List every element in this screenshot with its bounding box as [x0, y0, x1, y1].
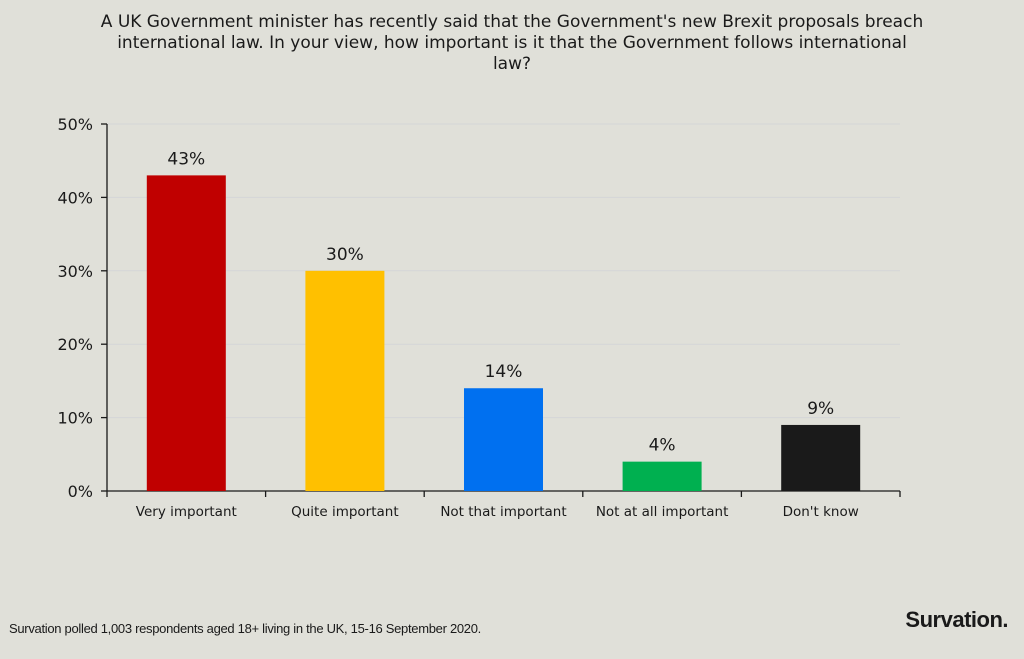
y-tick-label: 40%	[57, 188, 93, 207]
data-label: 4%	[649, 436, 676, 456]
y-tick-label: 20%	[57, 335, 93, 354]
footnote: Survation polled 1,003 respondents aged …	[9, 621, 481, 636]
bar-chart: 0% 10% 20% 30% 40% 50% 43% Very important 30% Qui…	[57, 115, 901, 520]
data-label: 43%	[167, 149, 205, 169]
bar	[305, 270, 385, 491]
data-label: 30%	[326, 245, 364, 265]
x-tick-label: Quite important	[291, 504, 399, 520]
x-tick-label: Very important	[136, 504, 237, 520]
survation-logo: Survation.	[905, 607, 1008, 632]
bar	[622, 461, 702, 491]
data-label: 9%	[807, 399, 834, 419]
bar	[781, 424, 861, 491]
bar	[146, 175, 226, 491]
y-tick-label: 50%	[57, 115, 93, 134]
y-tick-label: 30%	[57, 262, 93, 281]
x-tick-label: Not at all important	[596, 504, 729, 520]
x-tick-label: Don't know	[783, 504, 859, 520]
chart-title: A UK Government minister has recently sa…	[100, 12, 924, 74]
x-tick-label: Not that important	[440, 504, 566, 520]
y-tick-label: 10%	[57, 409, 93, 428]
data-label: 14%	[485, 362, 523, 382]
bar	[464, 388, 543, 491]
y-tick-label: 0%	[68, 482, 93, 501]
